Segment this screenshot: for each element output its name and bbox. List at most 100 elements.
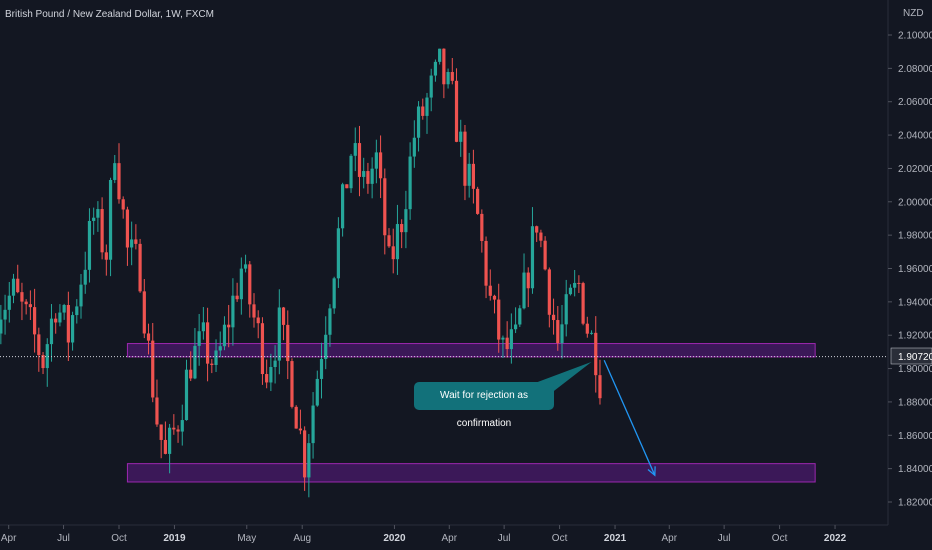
time-tick-label: Jul	[718, 533, 731, 544]
candle-body	[564, 294, 568, 325]
candle-body	[231, 295, 235, 328]
candles	[0, 48, 602, 498]
candle-body	[374, 152, 378, 169]
candle-body	[547, 269, 551, 315]
candle-body	[594, 332, 598, 376]
time-tick-label: May	[237, 533, 256, 544]
resistance-zone	[126, 343, 816, 358]
price-tick-label: 1.82000	[898, 498, 932, 509]
candle-body	[265, 374, 269, 383]
candle-body	[362, 171, 366, 177]
candle-body	[530, 226, 535, 289]
candle-body	[497, 299, 501, 340]
candle-body	[189, 369, 193, 379]
price-tick-label: 2.06000	[898, 97, 932, 108]
candle-body	[260, 323, 265, 375]
time-tick-label: Jul	[498, 533, 511, 544]
candle-body	[227, 324, 231, 328]
candle-body	[273, 360, 277, 368]
price-tick-label: 1.98000	[898, 231, 932, 242]
candle-body	[239, 268, 243, 300]
candle-body	[172, 427, 176, 430]
candle-body	[387, 235, 391, 247]
current-price-tag-box	[890, 347, 932, 365]
time-tick-label: 2020	[383, 533, 406, 544]
candle-body	[243, 264, 248, 269]
candle-body	[37, 334, 41, 356]
candle-body	[210, 363, 214, 365]
time-tick-label: Aug	[293, 533, 311, 544]
candle-body	[404, 209, 408, 233]
candle-body	[214, 350, 218, 365]
candle-body	[488, 285, 492, 296]
candle-body	[134, 239, 138, 244]
candle-body	[33, 307, 37, 335]
candle-body	[168, 427, 172, 454]
candle-body	[573, 282, 577, 288]
time-axis[interactable]: Apr Jul Oct 2019 May Aug 2020 Apr Jul Oct 2021 Apr J…	[1, 525, 847, 544]
candle-body	[598, 375, 602, 399]
candle-body	[336, 228, 340, 279]
candle-body	[155, 397, 159, 425]
candle-body	[438, 48, 442, 62]
candle-body	[3, 309, 7, 320]
candle-body	[96, 209, 100, 218]
candle-body	[54, 318, 58, 323]
price-tick-label: 1.92000	[898, 331, 932, 342]
candle-body	[41, 355, 45, 369]
candle-body	[205, 322, 210, 364]
time-tick-label: Apr	[1, 533, 17, 544]
candle-body	[159, 424, 163, 440]
candle-body	[184, 369, 189, 421]
candle-body	[176, 429, 180, 432]
candle-body	[7, 295, 11, 310]
candle-body	[395, 224, 400, 260]
candle-body	[108, 179, 113, 260]
time-tick-label: 2021	[604, 533, 627, 544]
price-tick-label: 1.96000	[898, 264, 932, 275]
candle-body	[425, 97, 429, 116]
candle-body	[450, 72, 454, 81]
candle-body	[366, 171, 370, 184]
price-axis[interactable]: 1.82000 1.84000 1.86000 1.88000 1.90000 1.920…	[888, 31, 932, 509]
candle-body	[307, 443, 311, 478]
candle-body	[400, 224, 404, 233]
target-zone	[126, 463, 816, 483]
candle-body	[577, 282, 581, 284]
annotation-callout[interactable]: Wait for rejection as confirmation	[414, 382, 554, 429]
candle-body	[518, 308, 522, 325]
price-tick-label: 1.90000	[898, 364, 932, 375]
currency-label: NZD	[903, 8, 924, 19]
candle-body	[146, 333, 151, 341]
price-tick-label: 1.88000	[898, 397, 932, 408]
candle-body	[370, 168, 374, 184]
candle-body	[269, 367, 273, 383]
candle-body	[509, 329, 513, 350]
candle-body	[324, 334, 328, 359]
candle-body	[526, 272, 530, 289]
candle-body	[193, 345, 197, 379]
candle-body	[556, 320, 560, 344]
candle-body	[543, 240, 547, 270]
candle-body	[125, 209, 130, 248]
candle-body	[522, 272, 526, 309]
candle-body	[286, 324, 290, 362]
candle-body	[28, 304, 32, 308]
candle-body	[0, 319, 3, 334]
candle-body	[501, 337, 505, 340]
candle-body	[454, 80, 459, 142]
candle-body	[505, 337, 509, 350]
candle-body	[45, 344, 49, 369]
price-tick-label: 2.08000	[898, 64, 932, 75]
price-tick-label: 1.86000	[898, 431, 932, 442]
candle-body	[151, 340, 155, 398]
candle-body	[581, 283, 585, 324]
candle-body	[298, 428, 303, 431]
candle-body	[79, 284, 83, 307]
candle-body	[180, 420, 184, 432]
candle-body	[471, 163, 475, 189]
candle-body	[218, 346, 222, 351]
candle-body	[568, 287, 573, 295]
